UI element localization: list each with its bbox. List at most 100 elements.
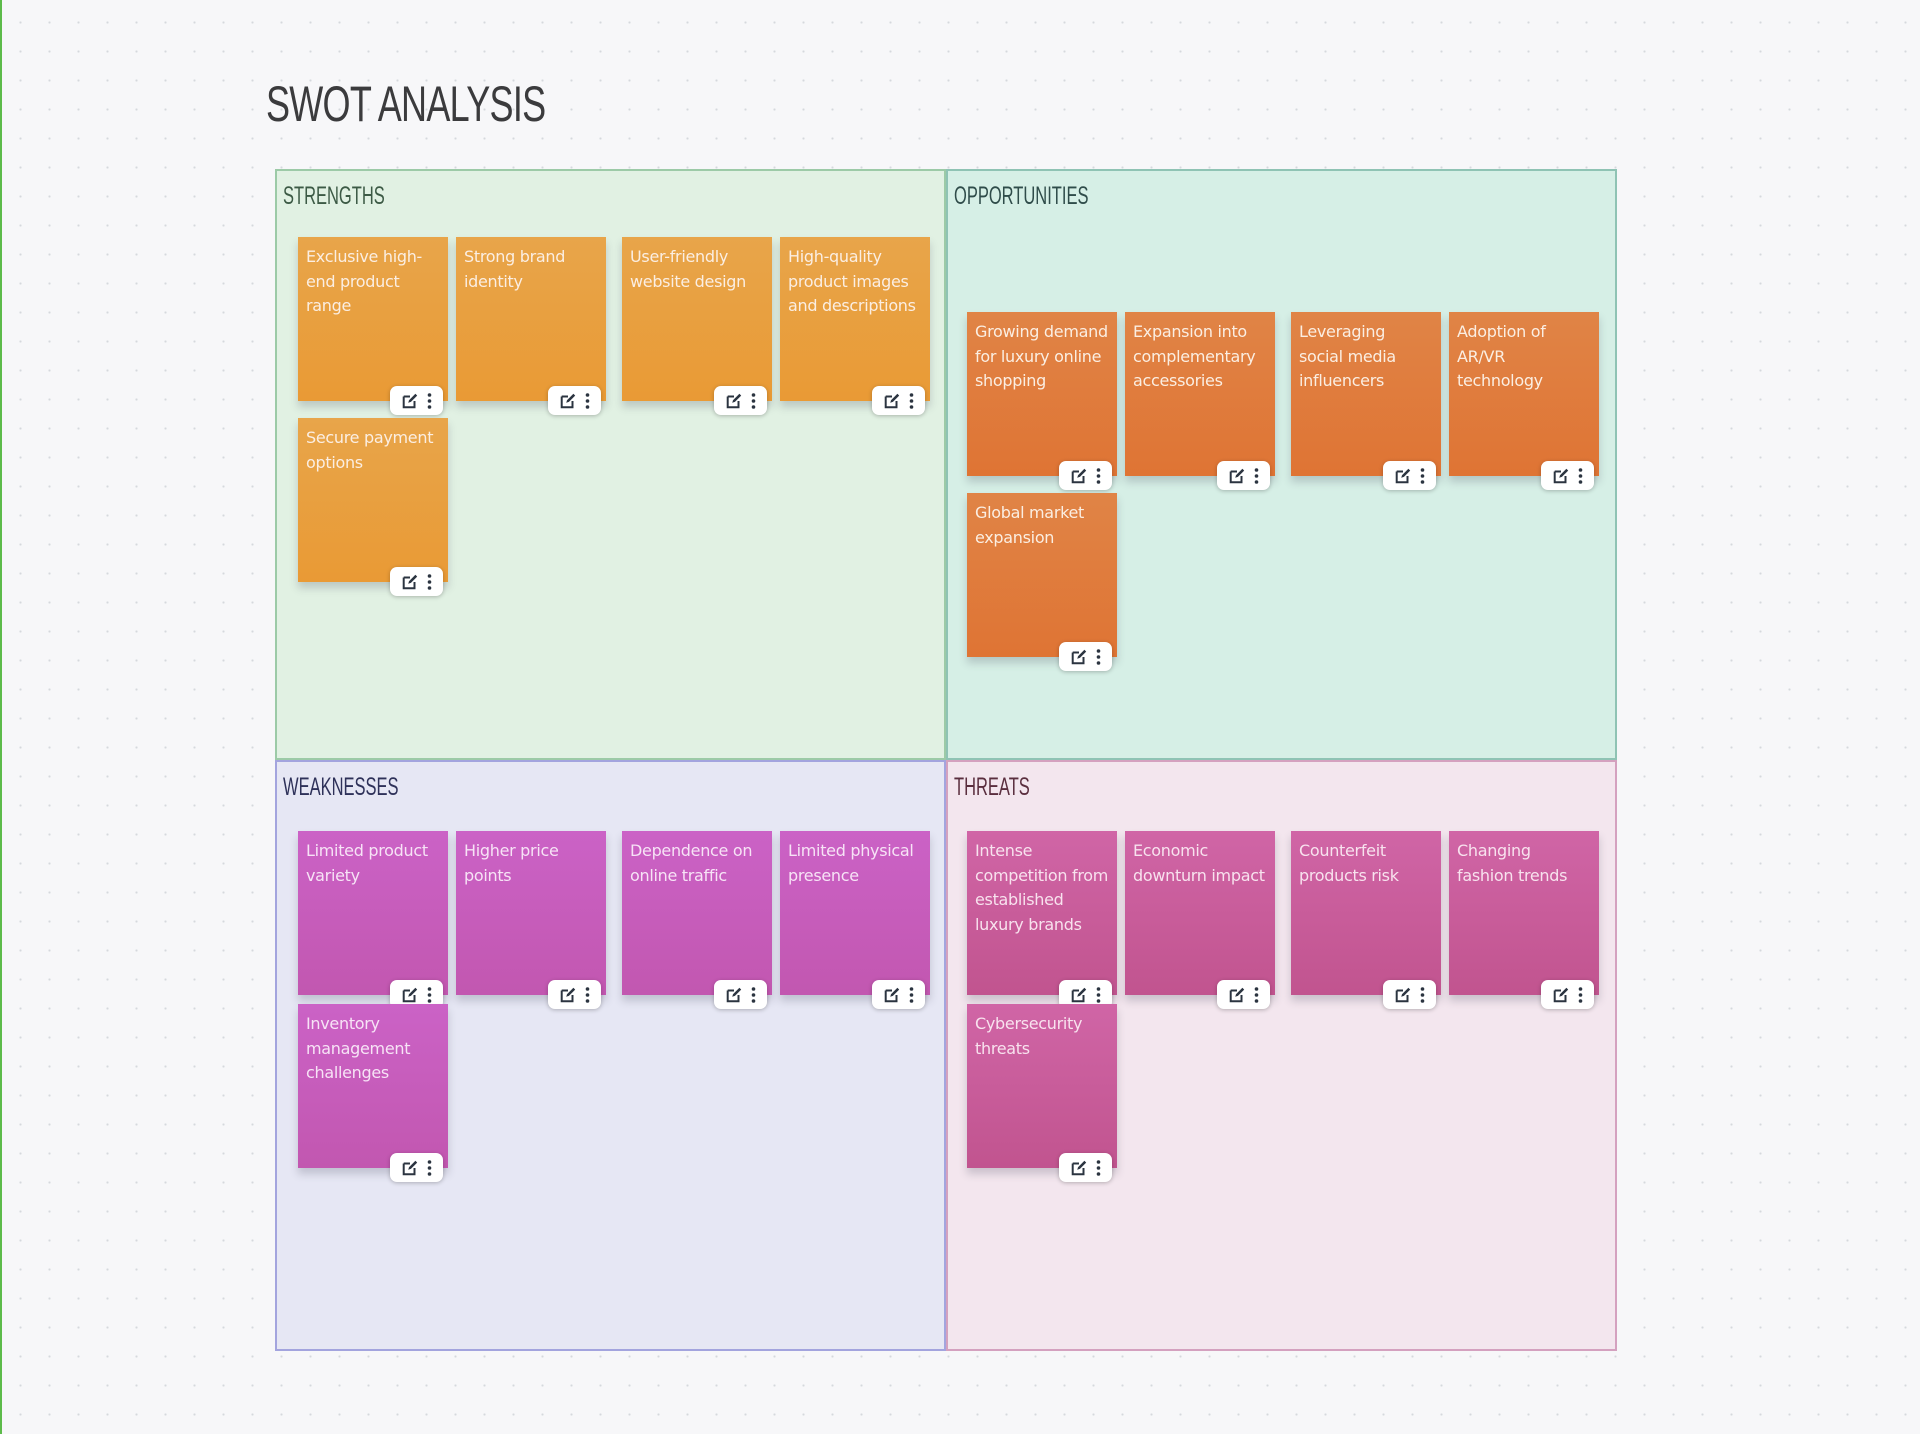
card-actions — [390, 386, 443, 415]
more-vertical-icon[interactable] — [1254, 467, 1259, 484]
sticky-note[interactable]: Strong brand identity — [456, 237, 606, 415]
sticky-note-text: Growing demand for luxury online shoppin… — [975, 322, 1108, 390]
more-vertical-icon[interactable] — [909, 986, 914, 1003]
sticky-note-text: High-quality product images and descript… — [788, 247, 916, 315]
sticky-note-text: Strong brand identity — [464, 247, 566, 291]
edit-icon[interactable] — [1394, 467, 1412, 485]
sticky-note-text: Exclusive high-end product range — [306, 247, 423, 315]
card-actions — [1217, 461, 1270, 490]
card-actions — [1059, 642, 1112, 671]
sticky-note[interactable]: Inventory management challenges — [298, 1004, 448, 1182]
page-title: SWOT ANALYSIS — [266, 76, 546, 132]
card-actions — [872, 386, 925, 415]
sticky-note-text: User-friendly website design — [630, 247, 746, 291]
more-vertical-icon[interactable] — [585, 392, 590, 409]
quadrant-strengths: STRENGTHS Exclusive high-end product ran… — [275, 169, 946, 760]
more-vertical-icon[interactable] — [1096, 648, 1101, 665]
card-actions — [714, 386, 767, 415]
card-actions — [714, 980, 767, 1009]
more-vertical-icon[interactable] — [1578, 986, 1583, 1003]
card-actions — [390, 1153, 443, 1182]
more-vertical-icon[interactable] — [585, 986, 590, 1003]
edit-icon[interactable] — [1228, 986, 1246, 1004]
quadrant-title: THREATS — [954, 773, 1030, 801]
card-actions — [1059, 1153, 1112, 1182]
more-vertical-icon[interactable] — [427, 573, 432, 590]
more-vertical-icon[interactable] — [751, 986, 756, 1003]
more-vertical-icon[interactable] — [427, 1159, 432, 1176]
window-edge — [0, 0, 2, 1434]
card-actions — [1541, 461, 1594, 490]
card-actions — [1383, 461, 1436, 490]
sticky-note[interactable]: Exclusive high-end product range — [298, 237, 448, 415]
more-vertical-icon[interactable] — [427, 392, 432, 409]
sticky-note-text: Dependence on online traffic — [630, 841, 753, 885]
sticky-note[interactable]: User-friendly website design — [622, 237, 772, 415]
edit-icon[interactable] — [725, 986, 743, 1004]
card-actions — [1541, 980, 1594, 1009]
sticky-note[interactable]: Intense competition from established lux… — [967, 831, 1117, 1009]
sticky-note[interactable]: Limited product variety — [298, 831, 448, 1009]
edit-icon[interactable] — [1070, 648, 1088, 666]
sticky-note-text: Global market expansion — [975, 503, 1085, 547]
sticky-note-text: Economic downturn impact — [1133, 841, 1265, 885]
edit-icon[interactable] — [1552, 986, 1570, 1004]
sticky-note-text: Intense competition from established lux… — [975, 841, 1109, 934]
swot-board: STRENGTHS Exclusive high-end product ran… — [275, 169, 1618, 1352]
more-vertical-icon[interactable] — [751, 392, 756, 409]
sticky-note[interactable]: Growing demand for luxury online shoppin… — [967, 312, 1117, 490]
edit-icon[interactable] — [1552, 467, 1570, 485]
edit-icon[interactable] — [1070, 467, 1088, 485]
sticky-note-text: Higher price points — [464, 841, 559, 885]
sticky-note-text: Secure payment options — [306, 428, 434, 472]
more-vertical-icon[interactable] — [1420, 986, 1425, 1003]
edit-icon[interactable] — [1394, 986, 1412, 1004]
sticky-note[interactable]: Cybersecurity threats — [967, 1004, 1117, 1182]
sticky-note[interactable]: Secure payment options — [298, 418, 448, 596]
sticky-note-text: Changing fashion trends — [1457, 841, 1568, 885]
sticky-note[interactable]: Economic downturn impact — [1125, 831, 1275, 1009]
sticky-note[interactable]: Counterfeit products risk — [1291, 831, 1441, 1009]
sticky-note[interactable]: Adoption of AR/VR technology — [1449, 312, 1599, 490]
more-vertical-icon[interactable] — [1096, 467, 1101, 484]
quadrant-threats: THREATS Intense competition from establi… — [946, 760, 1617, 1351]
edit-icon[interactable] — [725, 392, 743, 410]
card-actions — [390, 567, 443, 596]
edit-icon[interactable] — [1070, 1159, 1088, 1177]
edit-icon[interactable] — [401, 392, 419, 410]
quadrant-title: OPPORTUNITIES — [954, 182, 1089, 210]
sticky-note[interactable]: Limited physical presence — [780, 831, 930, 1009]
edit-icon[interactable] — [559, 986, 577, 1004]
edit-icon[interactable] — [401, 1159, 419, 1177]
edit-icon[interactable] — [883, 986, 901, 1004]
sticky-note[interactable]: Global market expansion — [967, 493, 1117, 671]
card-actions — [1383, 980, 1436, 1009]
edit-icon[interactable] — [401, 573, 419, 591]
sticky-note[interactable]: Expansion into complementary accessories — [1125, 312, 1275, 490]
card-actions — [548, 386, 601, 415]
more-vertical-icon[interactable] — [1096, 986, 1101, 1003]
edit-icon[interactable] — [1070, 986, 1088, 1004]
more-vertical-icon[interactable] — [1096, 1159, 1101, 1176]
more-vertical-icon[interactable] — [1578, 467, 1583, 484]
sticky-note[interactable]: Changing fashion trends — [1449, 831, 1599, 1009]
sticky-note[interactable]: High-quality product images and descript… — [780, 237, 930, 415]
more-vertical-icon[interactable] — [1254, 986, 1259, 1003]
sticky-note-text: Adoption of AR/VR technology — [1457, 322, 1546, 390]
edit-icon[interactable] — [559, 392, 577, 410]
more-vertical-icon[interactable] — [427, 986, 432, 1003]
edit-icon[interactable] — [883, 392, 901, 410]
quadrant-title: STRENGTHS — [283, 182, 385, 210]
edit-icon[interactable] — [1228, 467, 1246, 485]
more-vertical-icon[interactable] — [909, 392, 914, 409]
quadrant-weaknesses: WEAKNESSES Limited product variety Highe… — [275, 760, 946, 1351]
sticky-note[interactable]: Higher price points — [456, 831, 606, 1009]
sticky-note[interactable]: Dependence on online traffic — [622, 831, 772, 1009]
edit-icon[interactable] — [401, 986, 419, 1004]
card-actions — [1217, 980, 1270, 1009]
sticky-note[interactable]: Leveraging social media influencers — [1291, 312, 1441, 490]
card-actions — [1059, 461, 1112, 490]
sticky-note-text: Limited product variety — [306, 841, 428, 885]
sticky-note-text: Expansion into complementary accessories — [1133, 322, 1256, 390]
more-vertical-icon[interactable] — [1420, 467, 1425, 484]
